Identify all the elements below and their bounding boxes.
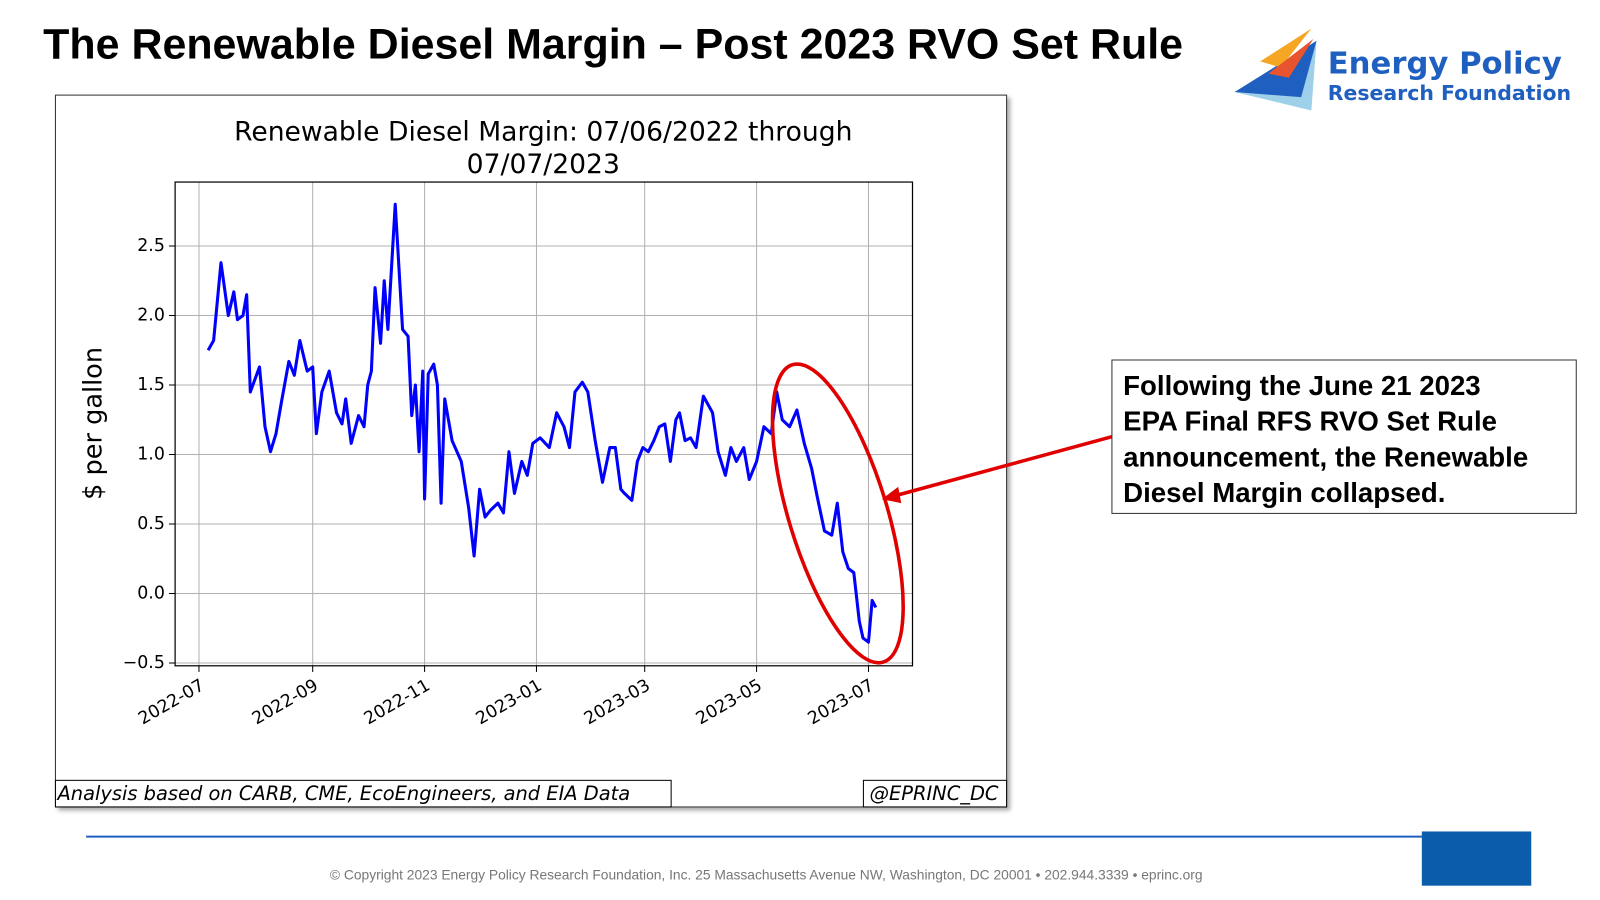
- logo-text: Energy Policy: [1328, 47, 1562, 82]
- y-tick-label: 2.5: [137, 236, 165, 256]
- callout-box: [1111, 359, 1577, 514]
- callout-line: Diesel Margin collapsed.: [1123, 477, 1445, 508]
- slide-title: The Renewable Diesel Margin – Post 2023 …: [43, 20, 1183, 68]
- footer-text: © Copyright 2023 Energy Policy Research …: [330, 868, 1203, 883]
- footer-block: [1421, 831, 1532, 886]
- callout: Following the June 21 2023 EPA Final RFS …: [1123, 370, 1528, 508]
- handle: @EPRINC_DC: [870, 782, 999, 805]
- chart-title: 07/07/2023: [467, 149, 620, 180]
- logo-text: Research Foundation: [1328, 81, 1571, 105]
- chart-title: Renewable Diesel Margin: 07/06/2022 thro…: [234, 116, 852, 147]
- y-tick-label: 0.5: [137, 514, 165, 534]
- y-tick-label: 0.0: [137, 584, 165, 604]
- handle-box: [862, 779, 1008, 808]
- y-tick-label: 1.0: [137, 445, 165, 465]
- callout-line: EPA Final RFS RVO Set Rule: [1123, 406, 1497, 437]
- source-box: [54, 779, 672, 808]
- y-tick-label: 2.0: [137, 305, 165, 325]
- callout-line: Following the June 21 2023: [1123, 370, 1480, 401]
- data-line: [206, 202, 878, 644]
- logo-shape: [1260, 28, 1312, 68]
- arrow-head: [881, 486, 902, 504]
- source-note: Analysis based on CARB, CME, EcoEngineer…: [56, 782, 631, 805]
- y-tick-label: 1.5: [137, 375, 165, 395]
- y-tick-label: −0.5: [123, 653, 165, 673]
- logo-shape: [1268, 38, 1314, 78]
- y-axis-label: $ per gallon: [78, 347, 108, 500]
- logo: Energy Policy Research Foundation: [1234, 28, 1571, 111]
- arrow-line: [893, 434, 1113, 498]
- plot-frame: [174, 181, 914, 667]
- callout-line: announcement, the Renewable: [1123, 441, 1528, 472]
